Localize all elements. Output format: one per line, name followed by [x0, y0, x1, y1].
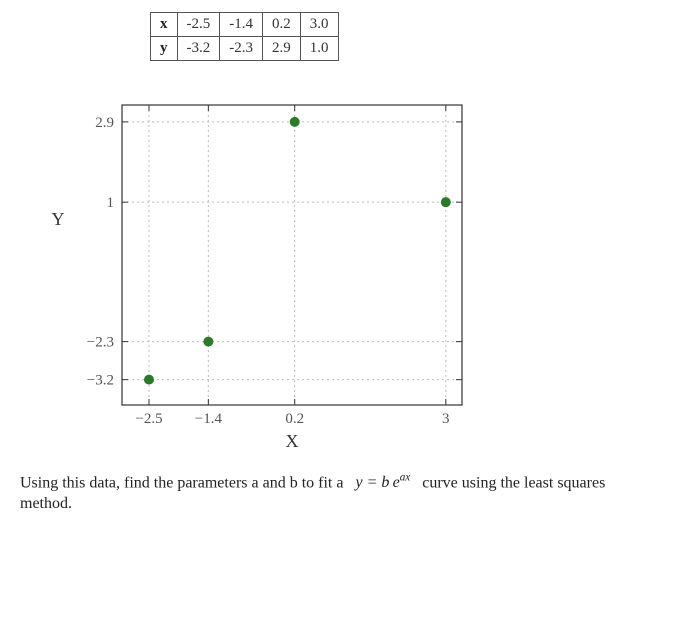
svg-text:−3.2: −3.2 — [87, 373, 114, 389]
x-cell: -1.4 — [220, 13, 263, 37]
chart-svg: −2.5 −1.4 0.2 3 −3.2 −2.3 1 2.9 X Y — [30, 91, 550, 451]
svg-text:−1.4: −1.4 — [195, 411, 223, 427]
svg-text:−2.5: −2.5 — [135, 411, 162, 427]
svg-text:3: 3 — [442, 411, 450, 427]
data-table: x -2.5 -1.4 0.2 3.0 y -3.2 -2.3 2.9 1.0 — [150, 12, 339, 61]
eq-eqsign: = — [363, 474, 382, 491]
svg-text:2.9: 2.9 — [95, 115, 114, 131]
eq-lhs: y — [355, 474, 362, 491]
y-cell: 1.0 — [300, 37, 338, 61]
eq-exp: ax — [400, 472, 411, 484]
scatter-chart: −2.5 −1.4 0.2 3 −3.2 −2.3 1 2.9 X Y — [30, 91, 550, 451]
row-header-x: x — [151, 13, 178, 37]
table-row: x -2.5 -1.4 0.2 3.0 — [151, 13, 339, 37]
x-cell: 0.2 — [263, 13, 301, 37]
problem-statement: Using this data, find the parameters a a… — [20, 471, 620, 515]
eq-e: e — [393, 474, 400, 491]
y-cell: -2.3 — [220, 37, 263, 61]
svg-text:1: 1 — [107, 195, 115, 211]
svg-text:0.2: 0.2 — [285, 411, 304, 427]
y-cell: 2.9 — [263, 37, 301, 61]
x-cell: 3.0 — [300, 13, 338, 37]
svg-text:Y: Y — [52, 209, 65, 229]
y-cell: -3.2 — [177, 37, 220, 61]
table-row: y -3.2 -2.3 2.9 1.0 — [151, 37, 339, 61]
svg-text:X: X — [286, 431, 299, 451]
problem-pre: Using this data, find the parameters a a… — [20, 474, 347, 491]
x-cell: -2.5 — [177, 13, 220, 37]
svg-text:−2.3: −2.3 — [87, 335, 114, 351]
row-header-y: y — [151, 37, 178, 61]
equation: y = b eax — [355, 474, 414, 491]
eq-b: b — [381, 474, 389, 491]
